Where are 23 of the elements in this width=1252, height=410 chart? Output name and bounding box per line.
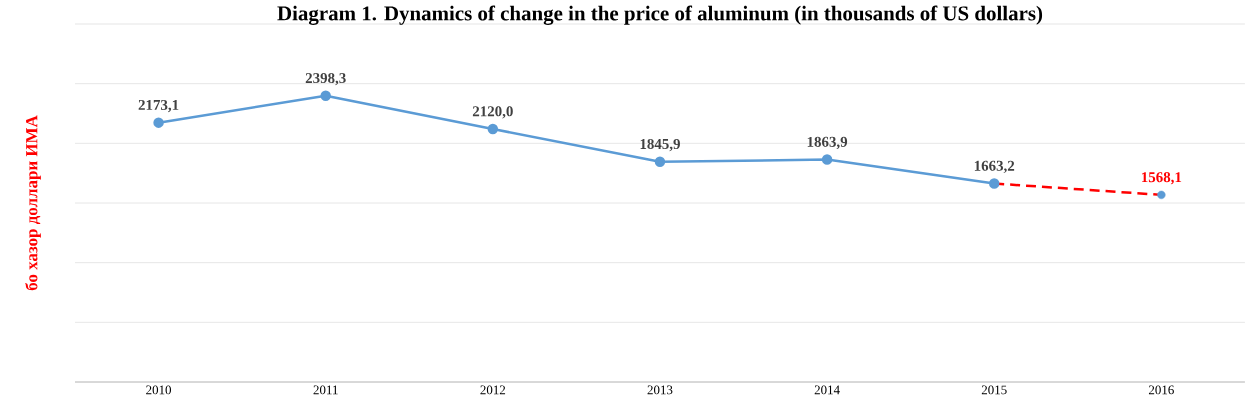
- x-tick-label: 2015: [981, 385, 1007, 395]
- point: [821, 154, 833, 165]
- data-label: 2398,3: [305, 73, 346, 86]
- data-label: 1663,2: [974, 160, 1015, 173]
- data-label: 2120,0: [472, 106, 513, 119]
- point: [988, 178, 1000, 189]
- x-tick-label: 2012: [480, 385, 506, 395]
- point: [654, 156, 666, 167]
- x-tick-label: 2010: [146, 385, 172, 395]
- x-tick-label: 2016: [1148, 385, 1174, 395]
- y-axis-title: бо хазор доллари ИМА: [25, 115, 41, 291]
- point: [153, 117, 164, 128]
- data-label: 1845,9: [640, 138, 680, 152]
- point: [487, 123, 499, 135]
- chart-title: Diagram 1. Dynamics of change in the price of aluminum (in thousands of US dollars): [277, 5, 1043, 25]
- x-tick-label: 2011: [313, 385, 338, 395]
- x-tick-label: 2013: [647, 385, 673, 395]
- data-label: 2173,1: [138, 99, 179, 113]
- x-tick-label: 2014: [814, 385, 840, 395]
- point: [1157, 190, 1166, 200]
- data-label: 1568,1: [1142, 172, 1182, 185]
- point: [320, 90, 331, 102]
- data-label: 1863,9: [807, 136, 848, 150]
